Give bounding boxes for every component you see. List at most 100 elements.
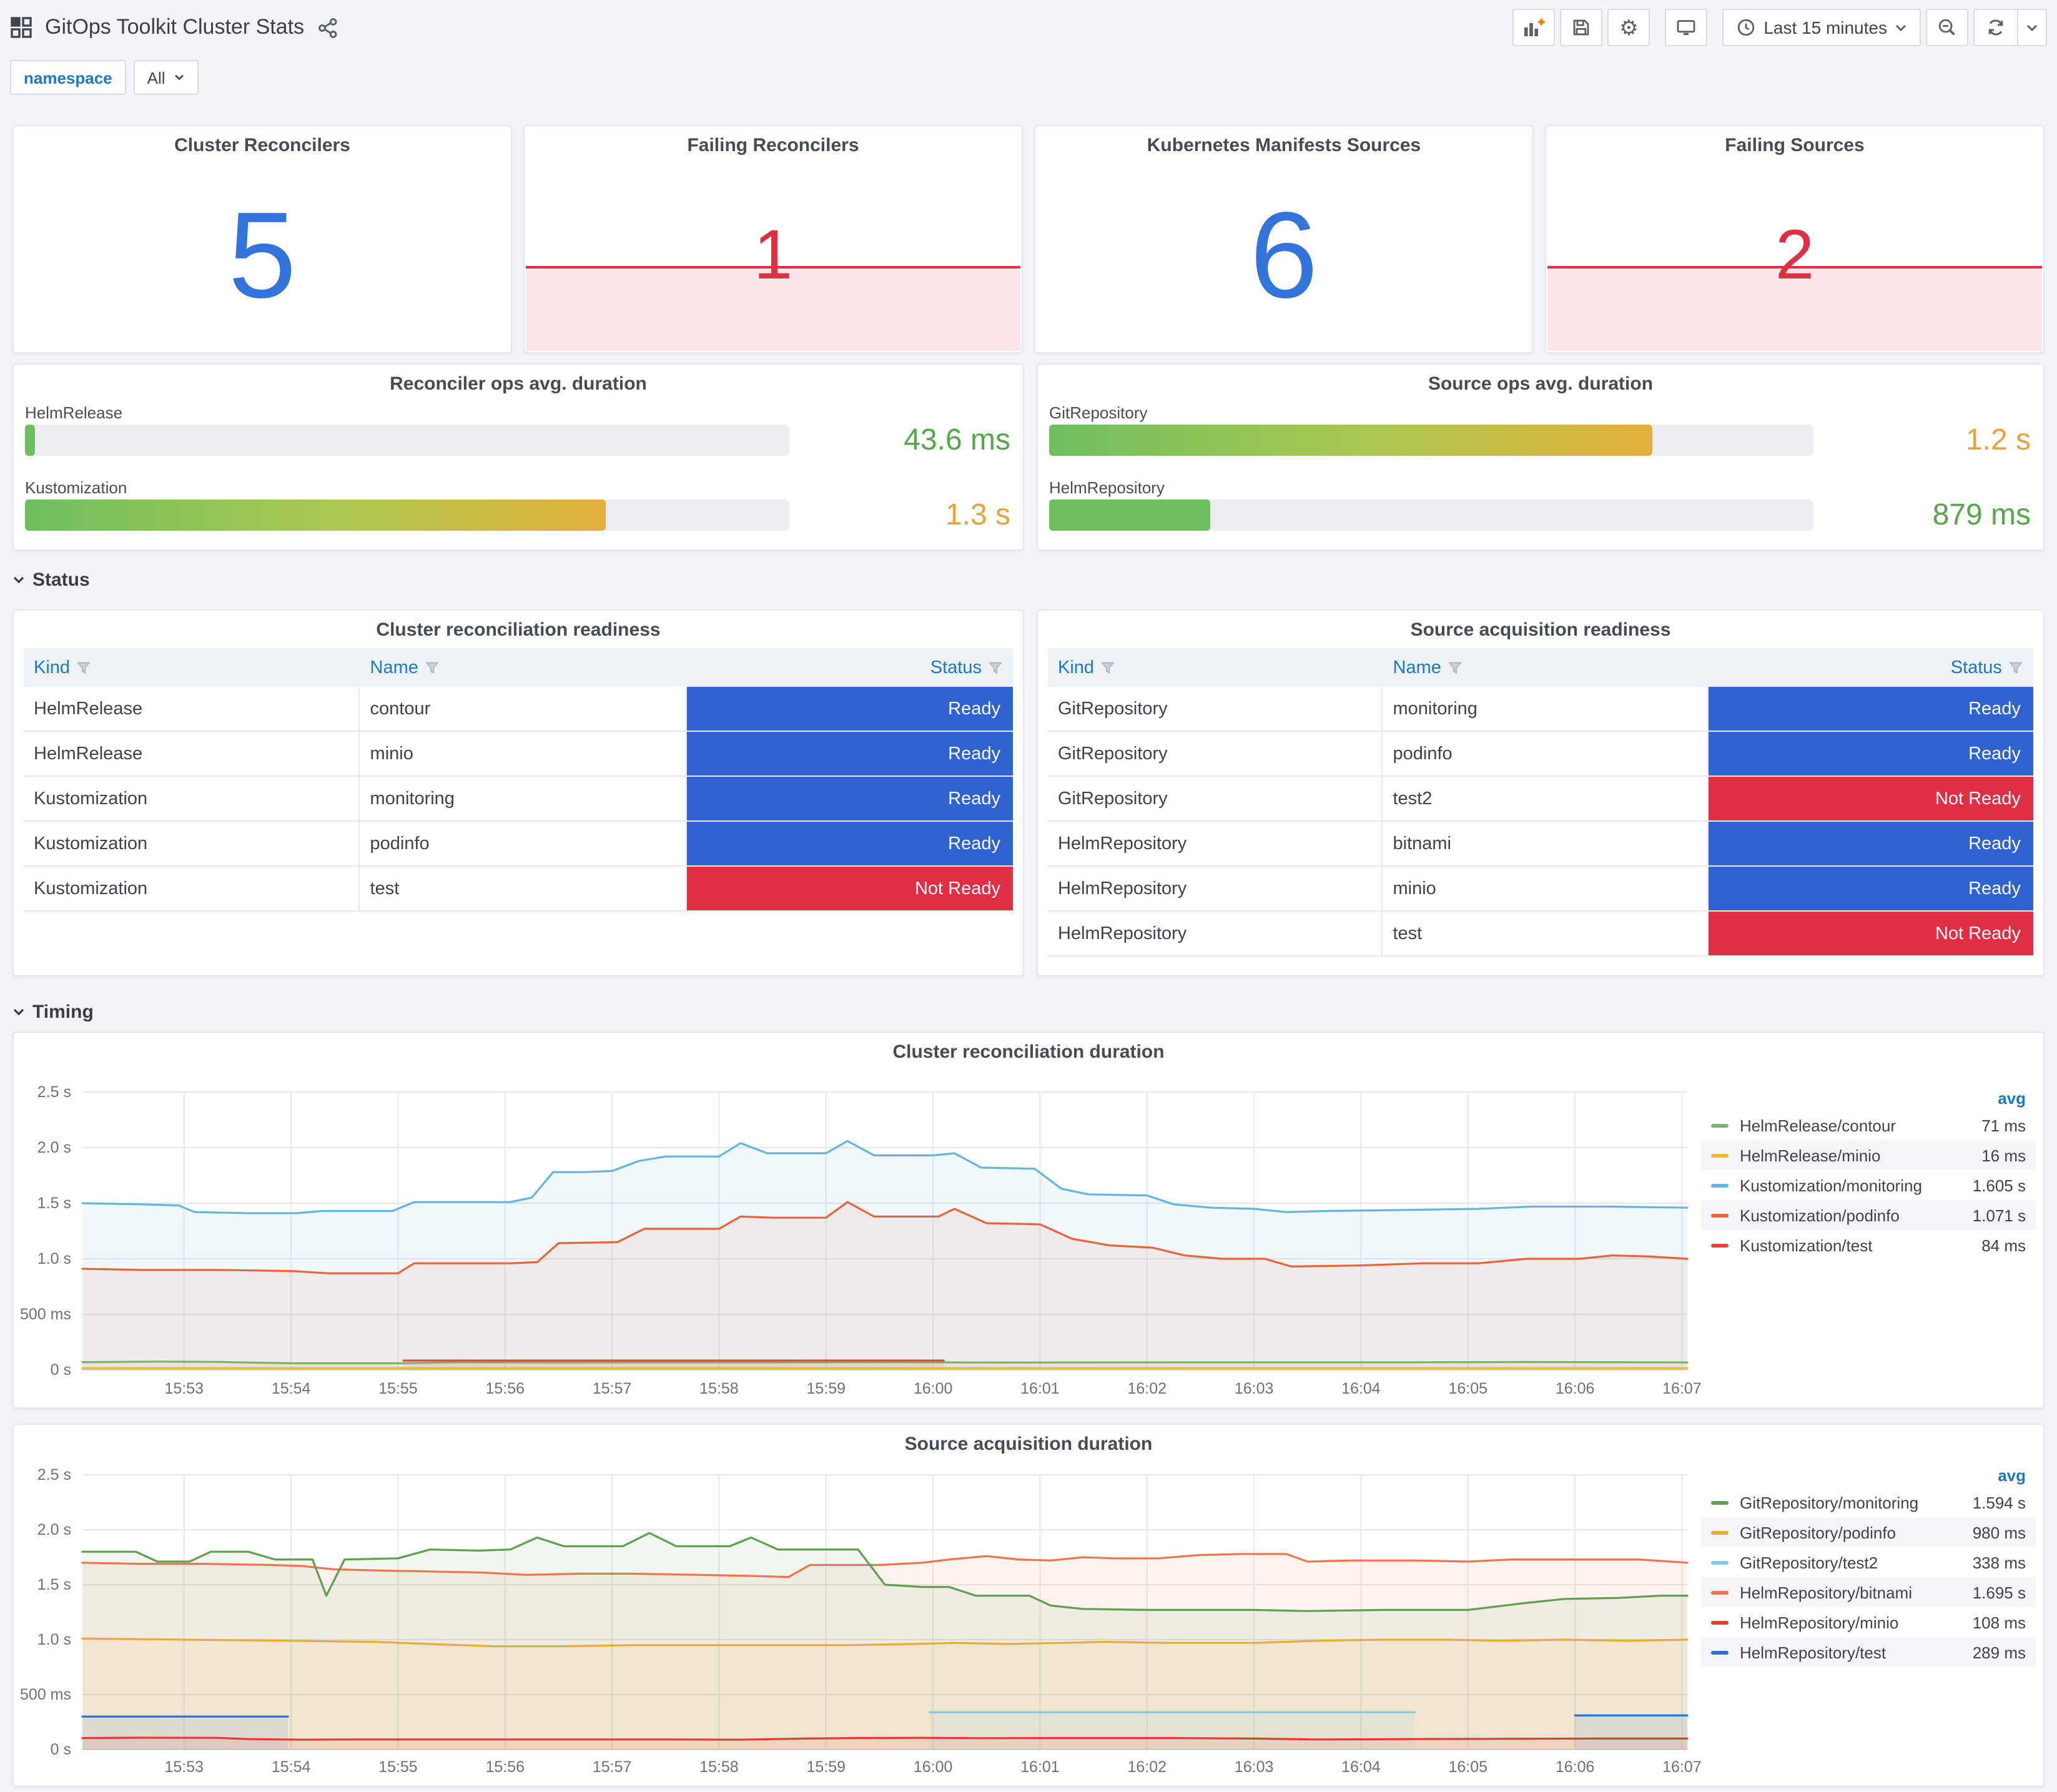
legend-item[interactable]: Kustomization/podinfo 1.071 s — [1701, 1200, 2036, 1230]
zoom-out-button[interactable] — [1926, 9, 1968, 46]
bargauge-panel-source-ops: Source ops avg. duration GitRepository 1… — [1037, 363, 2045, 551]
legend-series-avg-value: 108 ms — [1972, 1613, 2026, 1632]
legend-item[interactable]: HelmRepository/bitnami 1.695 s — [1701, 1577, 2036, 1607]
legend-series-avg-value: 1.071 s — [1972, 1206, 2026, 1224]
variables-row: namespace All — [10, 60, 199, 95]
section-row-status[interactable]: Status — [12, 569, 90, 591]
panel-title[interactable]: Source acquisition duration — [904, 1434, 1153, 1455]
legend-item[interactable]: Kustomization/test 84 ms — [1701, 1230, 2036, 1260]
legend-item[interactable]: HelmRelease/contour 71 ms — [1701, 1110, 2036, 1140]
filter-funnel-icon[interactable] — [988, 660, 1003, 675]
cycle-view-button[interactable] — [1665, 9, 1708, 46]
gear-icon: ⚙ — [1619, 16, 1639, 39]
panel-title[interactable]: Reconciler ops avg. duration — [390, 373, 647, 395]
panel-title[interactable]: Cluster Reconcilers — [174, 135, 350, 156]
column-header-status[interactable]: Status — [686, 648, 1013, 687]
filter-funnel-icon[interactable] — [76, 660, 91, 675]
svg-text:16:04: 16:04 — [1341, 1758, 1381, 1776]
legend-series-swatch — [1711, 1560, 1729, 1564]
legend-series-avg-value: 1.695 s — [1972, 1583, 2026, 1602]
cell-name: monitoring — [360, 777, 687, 820]
svg-text:16:02: 16:02 — [1127, 1380, 1167, 1397]
gauge-track — [1049, 500, 1813, 531]
alert-area-fill — [1547, 268, 2042, 351]
panel-title[interactable]: Source acquisition readiness — [1410, 619, 1671, 641]
timeseries-plot[interactable]: 15:53 15:54 15:55 15:56 15:57 15:58 15:59 16:00… — [14, 1033, 2043, 1407]
legend-series-label: Kustomization/podinfo — [1740, 1206, 1900, 1224]
cell-kind: Kustomization — [24, 867, 360, 910]
svg-text:15:54: 15:54 — [272, 1380, 311, 1397]
time-picker-button[interactable]: Last 15 minutes — [1722, 9, 1921, 46]
legend-item[interactable]: HelmRelease/minio 16 ms — [1701, 1140, 2036, 1170]
svg-text:15:55: 15:55 — [378, 1758, 418, 1776]
legend-item[interactable]: GitRepository/monitoring 1.594 s — [1701, 1487, 2036, 1517]
refresh-button-group — [1973, 9, 2047, 46]
column-header-name[interactable]: Name — [1383, 648, 1709, 687]
refresh-button[interactable] — [1975, 10, 2017, 45]
stat-panel-failing-sources: Failing Sources 2 — [1545, 125, 2045, 353]
cell-status: Not Ready — [686, 867, 1013, 910]
cell-kind: Kustomization — [24, 777, 360, 820]
cell-status: Ready — [686, 732, 1013, 775]
panel-title[interactable]: Kubernetes Manifests Sources — [1147, 135, 1421, 156]
panel-title[interactable]: Source ops avg. duration — [1428, 373, 1654, 395]
filter-funnel-icon[interactable] — [1448, 660, 1463, 675]
column-header-status[interactable]: Status — [1708, 648, 2033, 687]
panel-title[interactable]: Cluster reconciliation readiness — [376, 619, 661, 641]
svg-text:16:00: 16:00 — [914, 1380, 953, 1397]
svg-text:1.5 s: 1.5 s — [37, 1194, 71, 1212]
legend-item[interactable]: HelmRepository/test 289 ms — [1701, 1637, 2036, 1667]
status-badge: Ready — [686, 687, 1013, 731]
panel-title[interactable]: Failing Reconcilers — [687, 135, 859, 156]
panel-title[interactable]: Cluster reconciliation duration — [892, 1041, 1165, 1063]
legend-item[interactable]: GitRepository/test2 338 ms — [1701, 1547, 2036, 1577]
status-badge: Ready — [1708, 822, 2033, 865]
share-icon[interactable] — [317, 17, 338, 38]
panel-title[interactable]: Failing Sources — [1725, 135, 1865, 156]
cell-status: Ready — [1708, 687, 2033, 731]
page-title[interactable]: GitOps Toolkit Cluster Stats — [45, 15, 305, 39]
stat-value: 5 — [228, 185, 297, 323]
stat-value: 2 — [1775, 214, 1815, 293]
stat-panel-manifests-sources: Kubernetes Manifests Sources 6 — [1034, 125, 1534, 353]
filter-funnel-icon[interactable] — [2008, 660, 2023, 675]
dashboard-grid-icon[interactable] — [10, 16, 32, 39]
svg-text:15:57: 15:57 — [593, 1380, 632, 1397]
column-header-kind[interactable]: Kind — [1048, 648, 1383, 687]
filter-funnel-icon[interactable] — [425, 660, 440, 675]
legend-series-avg-value: 980 ms — [1972, 1523, 2026, 1542]
legend-series-label: HelmRepository/bitnami — [1740, 1583, 1912, 1602]
status-badge: Ready — [686, 732, 1013, 775]
legend-item[interactable]: HelmRepository/minio 108 ms — [1701, 1607, 2036, 1637]
gauge-track — [25, 425, 789, 456]
status-badge: Ready — [1708, 687, 2033, 731]
legend-item[interactable]: Kustomization/monitoring 1.605 s — [1701, 1170, 2036, 1200]
column-header-kind[interactable]: Kind — [24, 648, 360, 687]
add-panel-button[interactable] — [1512, 9, 1556, 46]
legend-series-swatch — [1711, 1590, 1729, 1594]
svg-text:0 s: 0 s — [51, 1741, 71, 1758]
gauge-value: 1.2 s — [1965, 423, 2031, 456]
column-header-name[interactable]: Name — [360, 648, 687, 687]
svg-text:16:07: 16:07 — [1662, 1758, 1702, 1776]
svg-text:16:06: 16:06 — [1556, 1758, 1595, 1776]
legend-avg-header[interactable]: avg — [1998, 1465, 2026, 1484]
status-badge: Ready — [686, 777, 1013, 820]
refresh-interval-dropdown[interactable] — [2017, 10, 2046, 45]
section-row-timing[interactable]: Timing — [12, 1002, 94, 1023]
timeseries-plot[interactable]: 15:53 15:54 15:55 15:56 15:57 15:58 15:59 16:00… — [14, 1425, 2043, 1786]
svg-text:16:07: 16:07 — [1662, 1380, 1702, 1397]
save-dashboard-button[interactable] — [1560, 9, 1603, 46]
svg-text:2.5 s: 2.5 s — [37, 1466, 71, 1484]
settings-button[interactable]: ⚙ — [1607, 9, 1650, 46]
stat-panel-cluster-reconcilers: Cluster Reconcilers 5 — [12, 125, 512, 353]
namespace-variable-select[interactable]: All — [133, 60, 199, 95]
filter-funnel-icon[interactable] — [1100, 660, 1115, 675]
legend-avg-header[interactable]: avg — [1998, 1088, 2026, 1107]
svg-text:15:56: 15:56 — [485, 1758, 525, 1776]
gauge-track — [1049, 425, 1813, 456]
table-row: Kustomization test Not Ready — [24, 867, 1013, 912]
legend-item[interactable]: GitRepository/podinfo 980 ms — [1701, 1517, 2036, 1547]
cell-kind: HelmRelease — [24, 687, 360, 731]
svg-text:15:53: 15:53 — [164, 1380, 204, 1397]
